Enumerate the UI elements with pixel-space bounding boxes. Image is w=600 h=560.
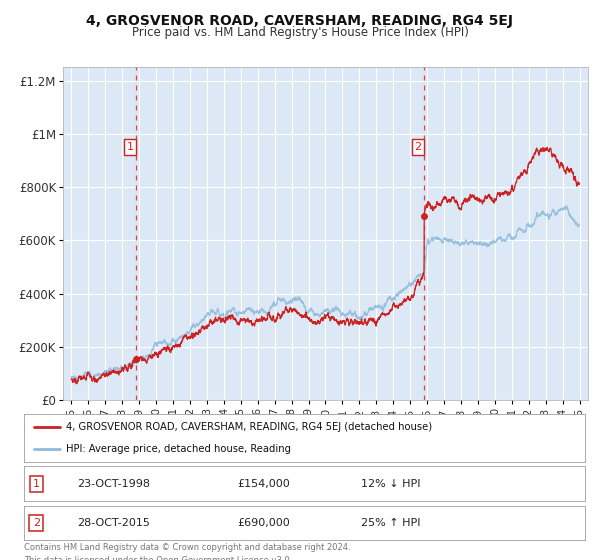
Text: Price paid vs. HM Land Registry's House Price Index (HPI): Price paid vs. HM Land Registry's House … <box>131 26 469 39</box>
Text: HPI: Average price, detached house, Reading: HPI: Average price, detached house, Read… <box>66 444 291 454</box>
Text: 1: 1 <box>127 142 133 152</box>
Text: Contains HM Land Registry data © Crown copyright and database right 2024.: Contains HM Land Registry data © Crown c… <box>24 543 350 552</box>
Text: 23-OCT-1998: 23-OCT-1998 <box>77 479 150 489</box>
Text: 25% ↑ HPI: 25% ↑ HPI <box>361 518 420 528</box>
Text: £690,000: £690,000 <box>237 518 290 528</box>
Text: 4, GROSVENOR ROAD, CAVERSHAM, READING, RG4 5EJ (detached house): 4, GROSVENOR ROAD, CAVERSHAM, READING, R… <box>66 422 432 432</box>
Text: 4, GROSVENOR ROAD, CAVERSHAM, READING, RG4 5EJ: 4, GROSVENOR ROAD, CAVERSHAM, READING, R… <box>86 14 514 28</box>
Text: 2: 2 <box>415 142 422 152</box>
Text: 12% ↓ HPI: 12% ↓ HPI <box>361 479 420 489</box>
Text: This data is licensed under the Open Government Licence v3.0.: This data is licensed under the Open Gov… <box>24 556 292 560</box>
Text: 1: 1 <box>33 479 40 489</box>
Text: £154,000: £154,000 <box>237 479 290 489</box>
Text: 28-OCT-2015: 28-OCT-2015 <box>77 518 150 528</box>
Text: 2: 2 <box>33 518 40 528</box>
